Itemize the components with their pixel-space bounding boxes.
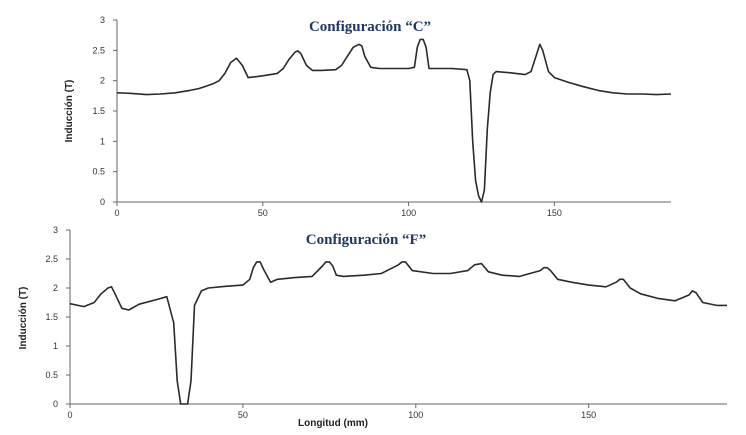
x-ticks: 0 50 100 150 xyxy=(67,404,596,420)
y-tick-label: 2 xyxy=(53,283,58,293)
x-tick-label: 50 xyxy=(238,410,248,420)
chart-configuracion-c: Configuración “C” Inducción (T) 0 0.5 1 1.5… xyxy=(64,15,672,218)
x-ticks: 0 50 100 150 xyxy=(114,202,562,218)
y-ticks: 0 0.5 1 1.5 2 2.5 3 xyxy=(45,225,70,409)
y-tick-label: 1.5 xyxy=(92,106,105,116)
y-tick-label: 3 xyxy=(100,15,105,25)
y-tick-label: 0.5 xyxy=(92,167,105,177)
chart-configuracion-f: Configuración “F” Inducción (T) Longitud… xyxy=(18,225,727,429)
y-tick-label: 2 xyxy=(100,76,105,86)
x-tick-label: 50 xyxy=(258,208,268,218)
series-line xyxy=(69,261,727,405)
chart-title: Configuración “F” xyxy=(306,232,426,248)
x-tick-label: 150 xyxy=(547,208,562,218)
y-tick-label: 0.5 xyxy=(45,370,58,380)
y-axis-label: Inducción (T) xyxy=(18,287,29,350)
y-ticks: 0 0.5 1 1.5 2 2.5 3 xyxy=(92,15,117,207)
chart-title: Configuración “C” xyxy=(309,19,431,35)
y-axis-label: Inducción (T) xyxy=(64,80,75,143)
x-tick-label: 0 xyxy=(67,410,72,420)
y-tick-label: 0 xyxy=(100,197,105,207)
y-tick-label: 3 xyxy=(53,225,58,235)
y-tick-label: 1.5 xyxy=(45,312,58,322)
y-tick-label: 1 xyxy=(53,341,58,351)
x-tick-label: 100 xyxy=(408,410,423,420)
y-tick-label: 0 xyxy=(53,399,58,409)
y-tick-label: 1 xyxy=(100,136,105,146)
y-tick-label: 2.5 xyxy=(45,254,58,264)
series-line xyxy=(116,38,672,203)
x-tick-label: 150 xyxy=(581,410,596,420)
y-tick-label: 2.5 xyxy=(92,45,105,55)
x-tick-label: 100 xyxy=(401,208,416,218)
x-axis-label: Longitud (mm) xyxy=(298,418,368,429)
x-tick-label: 0 xyxy=(114,208,119,218)
